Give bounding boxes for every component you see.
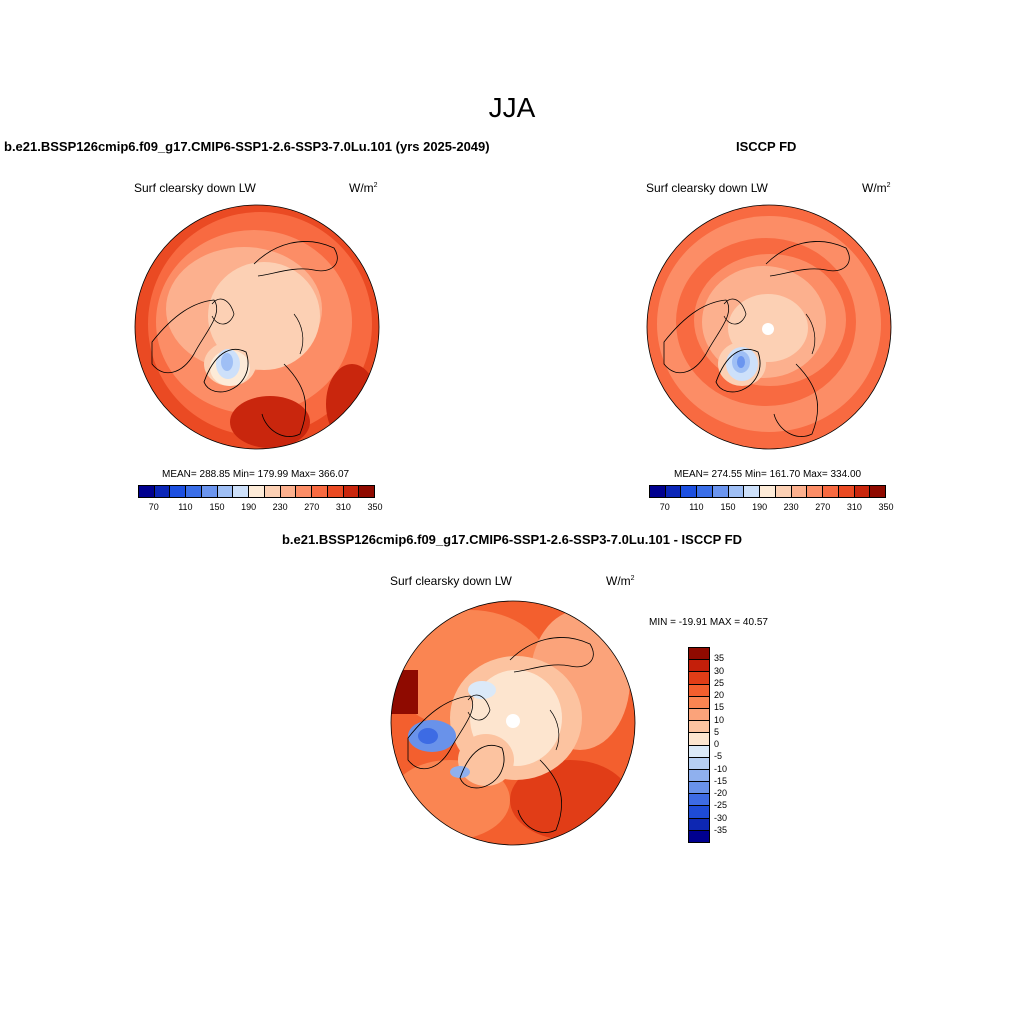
colorbar-tick-label: 15 bbox=[714, 702, 725, 713]
colorbar-swatch bbox=[689, 708, 709, 722]
panel2-colorbar bbox=[649, 485, 886, 498]
colorbar-tick-label: 10 bbox=[714, 714, 725, 725]
colorbar-swatch bbox=[264, 486, 281, 497]
colorbar-swatch bbox=[744, 486, 761, 497]
colorbar-swatch bbox=[217, 486, 234, 497]
panel3-polar-map bbox=[390, 600, 636, 846]
panel1-title: b.e21.BSSP126cmip6.f09_g17.CMIP6-SSP1-2.… bbox=[4, 139, 490, 154]
colorbar-swatch bbox=[689, 721, 709, 734]
colorbar-swatch bbox=[689, 733, 709, 746]
panel1-polar-map bbox=[134, 204, 380, 450]
colorbar-swatch bbox=[681, 486, 698, 497]
colorbar-swatch bbox=[359, 486, 375, 497]
colorbar-tick-label: -20 bbox=[714, 788, 728, 798]
colorbar-swatch bbox=[689, 769, 709, 783]
colorbar-tick-label: 350 bbox=[878, 502, 894, 512]
colorbar-swatch bbox=[327, 486, 344, 497]
colorbar-swatch bbox=[154, 486, 171, 497]
colorbar-tick-label: 70 bbox=[659, 502, 670, 512]
colorbar-swatch bbox=[343, 486, 360, 497]
colorbar-swatch bbox=[689, 672, 709, 685]
panel1-stats: MEAN= 288.85 Min= 179.99 Max= 366.07 bbox=[162, 469, 350, 480]
panel2-title: ISCCP FD bbox=[736, 139, 797, 154]
colorbar-tick-label: -30 bbox=[714, 812, 728, 823]
colorbar-tick-label: 310 bbox=[335, 502, 351, 512]
panel3-variable-label: Surf clearsky down LW bbox=[390, 574, 512, 588]
colorbar-swatch bbox=[280, 486, 297, 497]
colorbar-swatch bbox=[296, 486, 313, 497]
colorbar-tick-label: 190 bbox=[752, 502, 768, 512]
colorbar-tick-label: 35 bbox=[714, 653, 725, 664]
colorbar-swatch bbox=[689, 782, 709, 795]
colorbar-tick-label: -10 bbox=[714, 763, 728, 774]
colorbar-swatch bbox=[689, 757, 709, 770]
colorbar-swatch bbox=[697, 486, 713, 497]
colorbar-swatch bbox=[170, 486, 187, 497]
colorbar-swatch bbox=[728, 486, 745, 497]
colorbar-swatch bbox=[689, 745, 709, 758]
colorbar-swatch bbox=[689, 660, 709, 673]
colorbar-swatch bbox=[312, 486, 328, 497]
panel1-units-label: W/m2 bbox=[349, 181, 378, 195]
panel3-colorbar bbox=[688, 647, 710, 843]
colorbar-tick-label: 310 bbox=[846, 502, 862, 512]
colorbar-tick-label: 350 bbox=[367, 502, 383, 512]
colorbar-tick-label: 190 bbox=[241, 502, 257, 512]
panel2-polar-map bbox=[646, 204, 892, 450]
colorbar-swatch bbox=[807, 486, 824, 497]
colorbar-swatch bbox=[712, 486, 729, 497]
colorbar-tick-label: 5 bbox=[714, 726, 720, 737]
panel2-units-label: W/m2 bbox=[862, 181, 891, 195]
colorbar-swatch bbox=[689, 696, 709, 709]
colorbar-tick-label: 110 bbox=[689, 502, 704, 512]
panel3-title: b.e21.BSSP126cmip6.f09_g17.CMIP6-SSP1-2.… bbox=[281, 532, 742, 547]
colorbar-tick-label: 110 bbox=[178, 502, 193, 512]
colorbar-swatch bbox=[689, 818, 709, 831]
colorbar-tick-label: 25 bbox=[714, 677, 725, 688]
panel2-variable-label: Surf clearsky down LW bbox=[646, 181, 768, 195]
colorbar-swatch bbox=[249, 486, 265, 497]
panel1-colorbar bbox=[138, 485, 375, 498]
colorbar-swatch bbox=[870, 486, 886, 497]
colorbar-swatch bbox=[823, 486, 839, 497]
panel2-stats: MEAN= 274.55 Min= 161.70 Max= 334.00 bbox=[674, 469, 862, 480]
colorbar-swatch bbox=[854, 486, 871, 497]
colorbar-swatch bbox=[689, 648, 709, 661]
colorbar-tick-label: -35 bbox=[714, 824, 728, 835]
colorbar-swatch bbox=[186, 486, 202, 497]
colorbar-tick-label: -25 bbox=[714, 800, 728, 811]
colorbar-tick-label: 230 bbox=[783, 502, 799, 512]
colorbar-swatch bbox=[689, 806, 709, 819]
main-title: JJA bbox=[488, 92, 536, 123]
panel3-stats: MIN = -19.91 MAX = 40.57 bbox=[649, 617, 768, 628]
colorbar-tick-label: 230 bbox=[272, 502, 288, 512]
panel1-variable-label: Surf clearsky down LW bbox=[134, 181, 256, 195]
colorbar-swatch bbox=[139, 486, 155, 497]
colorbar-tick-label: 70 bbox=[148, 502, 159, 512]
colorbar-tick-label: 150 bbox=[720, 502, 736, 512]
colorbar-tick-label: -5 bbox=[714, 751, 723, 762]
colorbar-tick-label: 270 bbox=[304, 502, 320, 512]
colorbar-tick-label: 0 bbox=[714, 739, 720, 749]
colorbar-tick-label: 150 bbox=[209, 502, 225, 512]
colorbar-swatch bbox=[201, 486, 218, 497]
panel3-units-label: W/m2 bbox=[606, 574, 635, 588]
colorbar-swatch bbox=[665, 486, 682, 497]
colorbar-tick-label: 270 bbox=[815, 502, 831, 512]
colorbar-swatch bbox=[760, 486, 776, 497]
colorbar-swatch bbox=[689, 794, 709, 807]
colorbar-swatch bbox=[775, 486, 792, 497]
colorbar-swatch bbox=[689, 684, 709, 697]
colorbar-swatch bbox=[689, 830, 709, 842]
colorbar-swatch bbox=[838, 486, 855, 497]
colorbar-tick-label: 20 bbox=[714, 690, 725, 700]
colorbar-tick-label: 30 bbox=[714, 665, 725, 676]
colorbar-swatch bbox=[791, 486, 808, 497]
colorbar-tick-label: -15 bbox=[714, 775, 728, 786]
colorbar-swatch bbox=[233, 486, 250, 497]
colorbar-swatch bbox=[650, 486, 666, 497]
